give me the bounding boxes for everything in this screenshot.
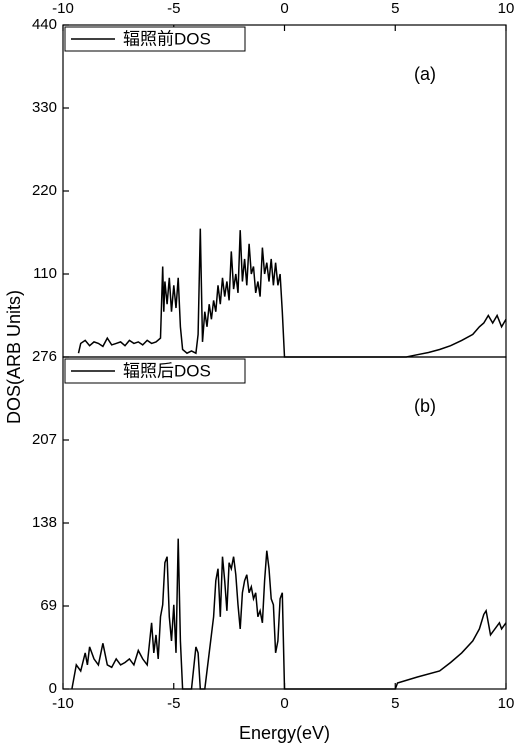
x-tick-label: 10: [498, 0, 515, 17]
dos-line: [77, 228, 507, 358]
legend-box: [64, 26, 246, 52]
y-axis-label: DOS(ARB Units): [4, 290, 24, 424]
x-tick-label: -10: [52, 695, 74, 712]
plot-frame: [62, 356, 507, 690]
y-tick-label: 110: [33, 265, 57, 282]
x-tick-label: -5: [167, 0, 180, 17]
x-axis-label: Energy(eV): [239, 723, 330, 743]
dos-line: [71, 538, 507, 690]
y-tick-label: 138: [32, 514, 57, 531]
y-tick-label: 276: [32, 348, 57, 365]
y-tick-label: 207: [32, 431, 57, 448]
x-tick-label: 5: [391, 0, 399, 17]
x-tick-label: 5: [391, 695, 399, 712]
x-tick-label: -5: [167, 695, 180, 712]
x-tick-label: 0: [280, 0, 288, 17]
panel-annotation: (a): [414, 64, 436, 84]
x-tick-label: -10: [52, 0, 74, 17]
panel-annotation: (b): [414, 396, 436, 416]
y-tick-label: 69: [40, 597, 57, 614]
x-tick-label: 10: [498, 695, 515, 712]
legend-label: 辐照后DOS: [123, 361, 211, 380]
x-tick-label: 0: [280, 695, 288, 712]
plot-frame: [62, 24, 507, 358]
legend-label: 辐照前DOS: [123, 29, 211, 48]
y-tick-label: 440: [32, 16, 57, 33]
y-tick-label: 330: [32, 99, 57, 116]
y-tick-label: 0: [49, 680, 57, 697]
y-tick-label: 220: [32, 182, 57, 199]
